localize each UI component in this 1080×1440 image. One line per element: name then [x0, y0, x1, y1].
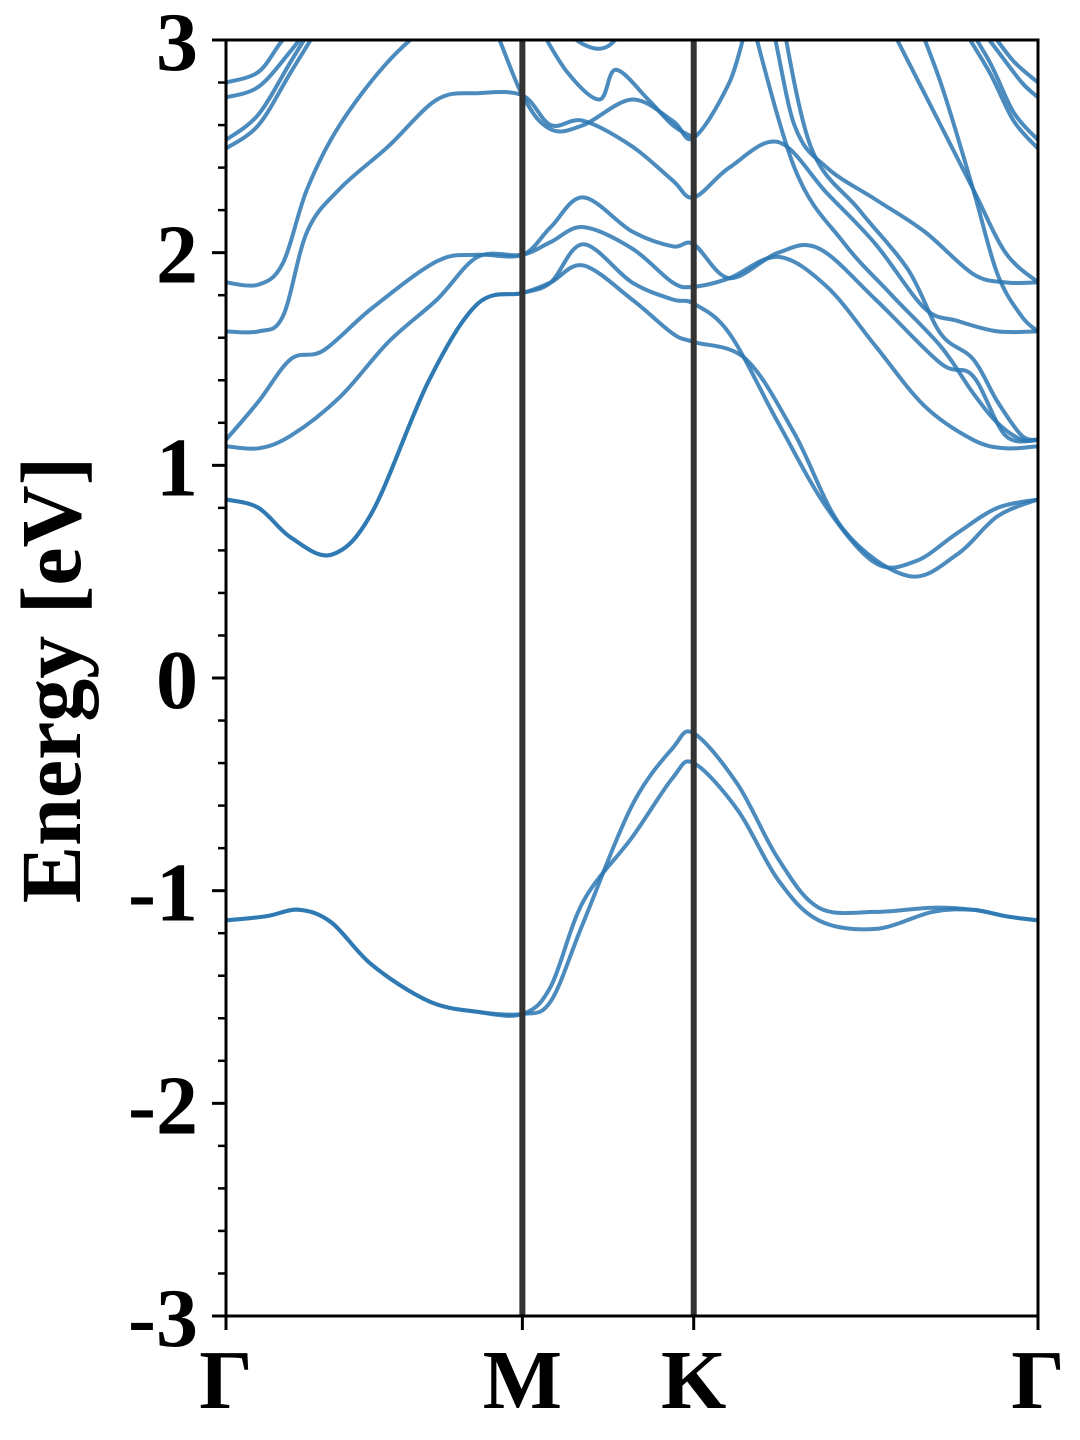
band-line-17 [895, 40, 1038, 285]
k-path-dividers [519, 40, 697, 1316]
band-line-16 [784, 40, 1038, 442]
band-line-11 [226, 40, 302, 100]
band-line-14 [573, 40, 618, 51]
x-tick-label: Γ [1011, 1334, 1064, 1427]
y-axis-ticks: 3 2 1 0 -1 -2 -3 [128, 0, 226, 1365]
y-tick-label: 1 [156, 421, 198, 514]
band-line-19 [967, 40, 1038, 151]
bands-layer [226, 40, 1038, 1018]
band-line-18 [922, 40, 1038, 334]
band-line-20 [974, 40, 1038, 142]
band-line-22 [994, 40, 1038, 85]
band-line-5 [226, 225, 1038, 451]
band-line-3 [226, 263, 1038, 579]
y-tick-label: 0 [156, 634, 198, 727]
band-line-1 [226, 759, 1038, 1018]
x-tick-label: Γ [199, 1334, 252, 1427]
y-tick-label: 3 [156, 0, 198, 89]
band-line-15 [754, 40, 1038, 444]
x-tick-label: K [661, 1334, 726, 1427]
y-tick-label: -3 [128, 1272, 198, 1365]
band-line-4 [226, 242, 1038, 570]
x-tick-label: M [483, 1334, 562, 1427]
band-line-6 [226, 195, 1038, 444]
y-axis-title: Energy [eV] [3, 457, 99, 904]
band-line-9 [226, 40, 313, 151]
band-line-10 [226, 40, 307, 142]
band-line-21 [986, 40, 1038, 100]
band-line-2 [226, 729, 1038, 1017]
y-tick-label: -2 [128, 1059, 198, 1152]
band-line-12 [226, 40, 286, 85]
y-tick-label: 2 [156, 209, 198, 302]
band-line-13 [544, 40, 696, 140]
band-line-7 [226, 90, 1038, 335]
y-tick-label: -1 [128, 847, 198, 940]
band-line-8 [226, 40, 1038, 288]
